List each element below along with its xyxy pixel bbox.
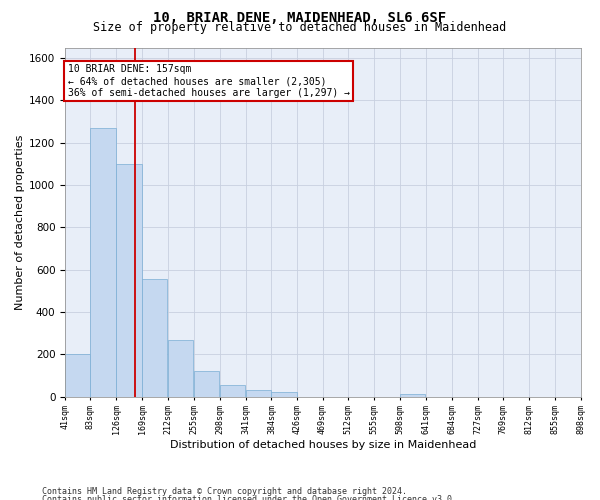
Bar [142,280,167,397]
Text: 10, BRIAR DENE, MAIDENHEAD, SL6 6SF: 10, BRIAR DENE, MAIDENHEAD, SL6 6SF [154,11,446,25]
Bar [116,164,142,397]
X-axis label: Distribution of detached houses by size in Maidenhead: Distribution of detached houses by size … [170,440,476,450]
Text: 10 BRIAR DENE: 157sqm
← 64% of detached houses are smaller (2,305)
36% of semi-d: 10 BRIAR DENE: 157sqm ← 64% of detached … [68,64,350,98]
Bar [271,392,296,397]
Bar [65,354,91,397]
Bar [245,390,271,397]
Y-axis label: Number of detached properties: Number of detached properties [15,134,25,310]
Bar [91,128,116,397]
Bar [220,385,245,397]
Bar [400,394,425,397]
Bar [168,340,193,397]
Text: Contains HM Land Registry data © Crown copyright and database right 2024.: Contains HM Land Registry data © Crown c… [42,488,407,496]
Text: Size of property relative to detached houses in Maidenhead: Size of property relative to detached ho… [94,22,506,35]
Bar [194,372,219,397]
Text: Contains public sector information licensed under the Open Government Licence v3: Contains public sector information licen… [42,495,457,500]
